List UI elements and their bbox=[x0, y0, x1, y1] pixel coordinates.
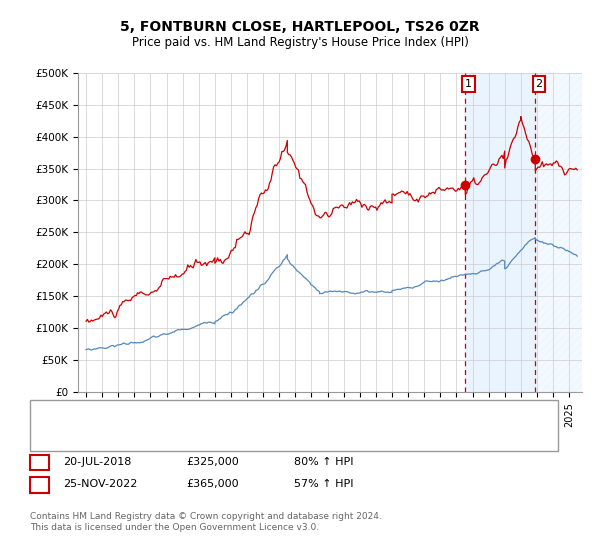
Text: 5, FONTBURN CLOSE, HARTLEPOOL, TS26 0ZR: 5, FONTBURN CLOSE, HARTLEPOOL, TS26 0ZR bbox=[120, 20, 480, 34]
Text: £365,000: £365,000 bbox=[186, 479, 239, 489]
Text: 25-NOV-2022: 25-NOV-2022 bbox=[63, 479, 137, 489]
Text: 1: 1 bbox=[36, 457, 43, 467]
Text: Contains HM Land Registry data © Crown copyright and database right 2024.
This d: Contains HM Land Registry data © Crown c… bbox=[30, 512, 382, 532]
Text: ———: ——— bbox=[39, 408, 76, 421]
Text: ———: ——— bbox=[39, 426, 76, 440]
Text: £325,000: £325,000 bbox=[186, 457, 239, 467]
Bar bbox=[465, 73, 535, 392]
Text: Price paid vs. HM Land Registry's House Price Index (HPI): Price paid vs. HM Land Registry's House … bbox=[131, 36, 469, 49]
Text: 5, FONTBURN CLOSE, HARTLEPOOL, TS26 0ZR (detached house): 5, FONTBURN CLOSE, HARTLEPOOL, TS26 0ZR … bbox=[72, 409, 407, 419]
Text: HPI: Average price, detached house, Hartlepool: HPI: Average price, detached house, Hart… bbox=[72, 428, 319, 438]
Text: 2: 2 bbox=[36, 479, 43, 489]
Text: 80% ↑ HPI: 80% ↑ HPI bbox=[294, 457, 353, 467]
Text: 20-JUL-2018: 20-JUL-2018 bbox=[63, 457, 131, 467]
Text: 2: 2 bbox=[535, 79, 542, 89]
Bar bbox=[535, 73, 582, 392]
Text: 1: 1 bbox=[465, 79, 472, 89]
Text: 57% ↑ HPI: 57% ↑ HPI bbox=[294, 479, 353, 489]
